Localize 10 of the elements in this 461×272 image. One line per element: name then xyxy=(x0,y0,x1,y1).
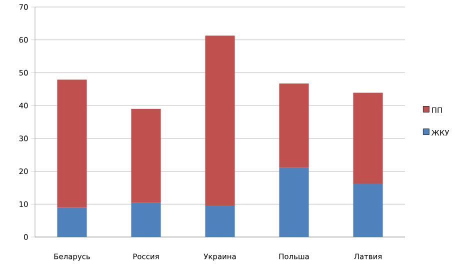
bar xyxy=(131,108,161,203)
bar xyxy=(205,36,235,206)
bar xyxy=(57,80,87,208)
bar xyxy=(57,208,87,237)
bar xyxy=(353,92,383,184)
bar xyxy=(131,202,161,237)
bar xyxy=(279,84,309,168)
bar xyxy=(205,205,235,237)
bar xyxy=(353,183,383,237)
bar xyxy=(279,168,309,237)
